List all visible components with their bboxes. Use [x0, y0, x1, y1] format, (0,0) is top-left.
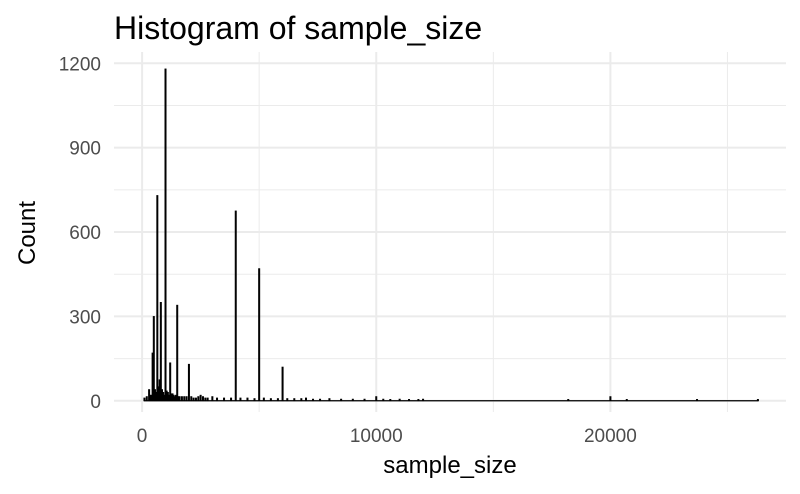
histogram-bar [183, 396, 186, 402]
histogram-bar [178, 396, 181, 402]
y-axis-title: Count [14, 201, 41, 265]
histogram-bar [201, 396, 204, 402]
histogram-bar [258, 268, 261, 402]
x-tick-label: 0 [137, 426, 148, 447]
histogram-bar [609, 396, 612, 402]
histogram-bar [281, 366, 284, 402]
y-axis-ticks: 0 300 600 900 1200 [59, 54, 101, 413]
histogram-bar [152, 316, 155, 402]
y-tick-label: 900 [69, 139, 101, 160]
histogram-bar [156, 195, 159, 402]
x-tick-label: 10000 [350, 426, 403, 447]
x-axis-ticks: 0 10000 20000 [137, 426, 637, 447]
histogram-bar [234, 210, 237, 402]
histogram-bar [197, 396, 200, 402]
histogram-bar [190, 396, 193, 402]
histogram-bars [143, 68, 759, 402]
histogram-bar [211, 396, 214, 402]
x-axis-title: sample_size [383, 452, 516, 479]
y-tick-label: 600 [69, 223, 101, 244]
histogram-bar [199, 394, 202, 402]
histogram-bar [176, 304, 179, 402]
y-tick-label: 1200 [59, 54, 101, 75]
x-tick-label: 20000 [584, 426, 637, 447]
histogram-bar [145, 396, 148, 402]
histogram-bar [164, 68, 167, 402]
chart-title: Histogram of sample_size [114, 10, 482, 46]
histogram-bar [187, 363, 190, 402]
y-tick-label: 300 [69, 307, 101, 328]
histogram-bar [375, 396, 378, 402]
y-tick-label: 0 [90, 392, 101, 413]
histogram-bar [159, 302, 162, 402]
histogram-bar [185, 396, 188, 402]
grid [114, 52, 786, 412]
histogram-bar [180, 396, 183, 402]
